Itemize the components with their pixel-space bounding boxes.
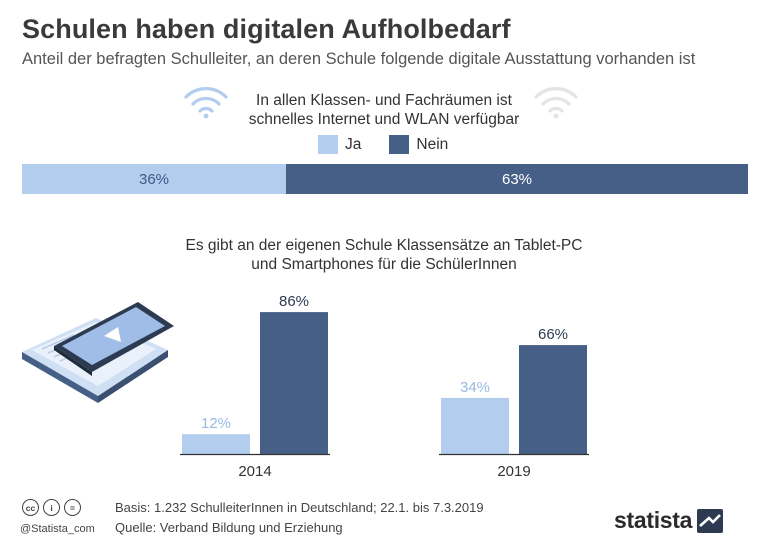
bar-nein-2019: [519, 345, 587, 454]
footer-basis: Basis: 1.232 SchulleiterInnen in Deutsch…: [115, 500, 484, 515]
wifi-icon: [534, 87, 578, 119]
chart-subtitle: Anteil der befragten Schulleiter, an der…: [22, 50, 696, 68]
chart-title: Schulen haben digitalen Aufholbedarf: [22, 14, 511, 44]
legend: Ja Nein: [318, 135, 448, 154]
legend-item-ja: Ja: [318, 135, 361, 154]
chart1-title: In allen Klassen- und Fachräumen ist sch…: [0, 91, 768, 129]
legend-item-nein: Nein: [389, 135, 448, 154]
attribution-icon: i: [43, 499, 60, 516]
bar-chart: 12% 86% 2014 34% 66% 2019: [180, 293, 589, 480]
legend-label-nein: Nein: [416, 135, 449, 153]
legend-label-ja: Ja: [345, 135, 362, 153]
bar-label-ja-2019: 34%: [460, 379, 490, 396]
footer-source: Quelle: Verband Bildung und Erziehung: [115, 520, 343, 535]
statista-logo[interactable]: statista: [614, 507, 724, 534]
bar-label-nein-2014: 86%: [279, 293, 309, 310]
chart1-title-line: schnelles Internet und WLAN verfügbar: [248, 111, 520, 128]
x-tick-label: 2019: [497, 463, 530, 480]
chart1-title-line: In allen Klassen- und Fachräumen ist: [256, 92, 512, 109]
no-derivatives-icon: =: [64, 499, 81, 516]
bar-ja-label: 36%: [138, 170, 170, 188]
stacked-bar: 36% 63%: [22, 164, 748, 194]
legend-swatch-ja: [318, 135, 338, 154]
license-icons: cc i =: [22, 499, 81, 516]
bar-ja: 36%: [22, 164, 286, 194]
chart2-title: Es gibt an der eigenen Schule Klassensät…: [0, 236, 768, 274]
tablet-smartphone-icon: [22, 302, 174, 403]
bar-label-nein-2019: 66%: [538, 326, 568, 343]
legend-swatch-nein: [389, 135, 410, 154]
chart2-title-line: und Smartphones für die SchülerInnen: [251, 256, 517, 273]
x-tick-label: 2014: [238, 463, 271, 480]
bar-label-ja-2014: 12%: [201, 415, 231, 432]
statista-handle: @Statista_com: [20, 523, 95, 535]
cc-license-icon: cc: [22, 499, 39, 516]
chart2-title-line: Es gibt an der eigenen Schule Klassensät…: [185, 237, 583, 254]
bar-nein-2014: [260, 312, 328, 454]
bar-ja-2019: [441, 397, 509, 454]
bar-nein: 63%: [286, 164, 748, 194]
wifi-icon: [184, 87, 228, 119]
bar-nein-label: 63%: [501, 170, 533, 188]
statista-logo-text: statista: [614, 507, 693, 533]
bar-ja-2014: [182, 434, 250, 454]
statista-logo-icon: [697, 508, 724, 533]
